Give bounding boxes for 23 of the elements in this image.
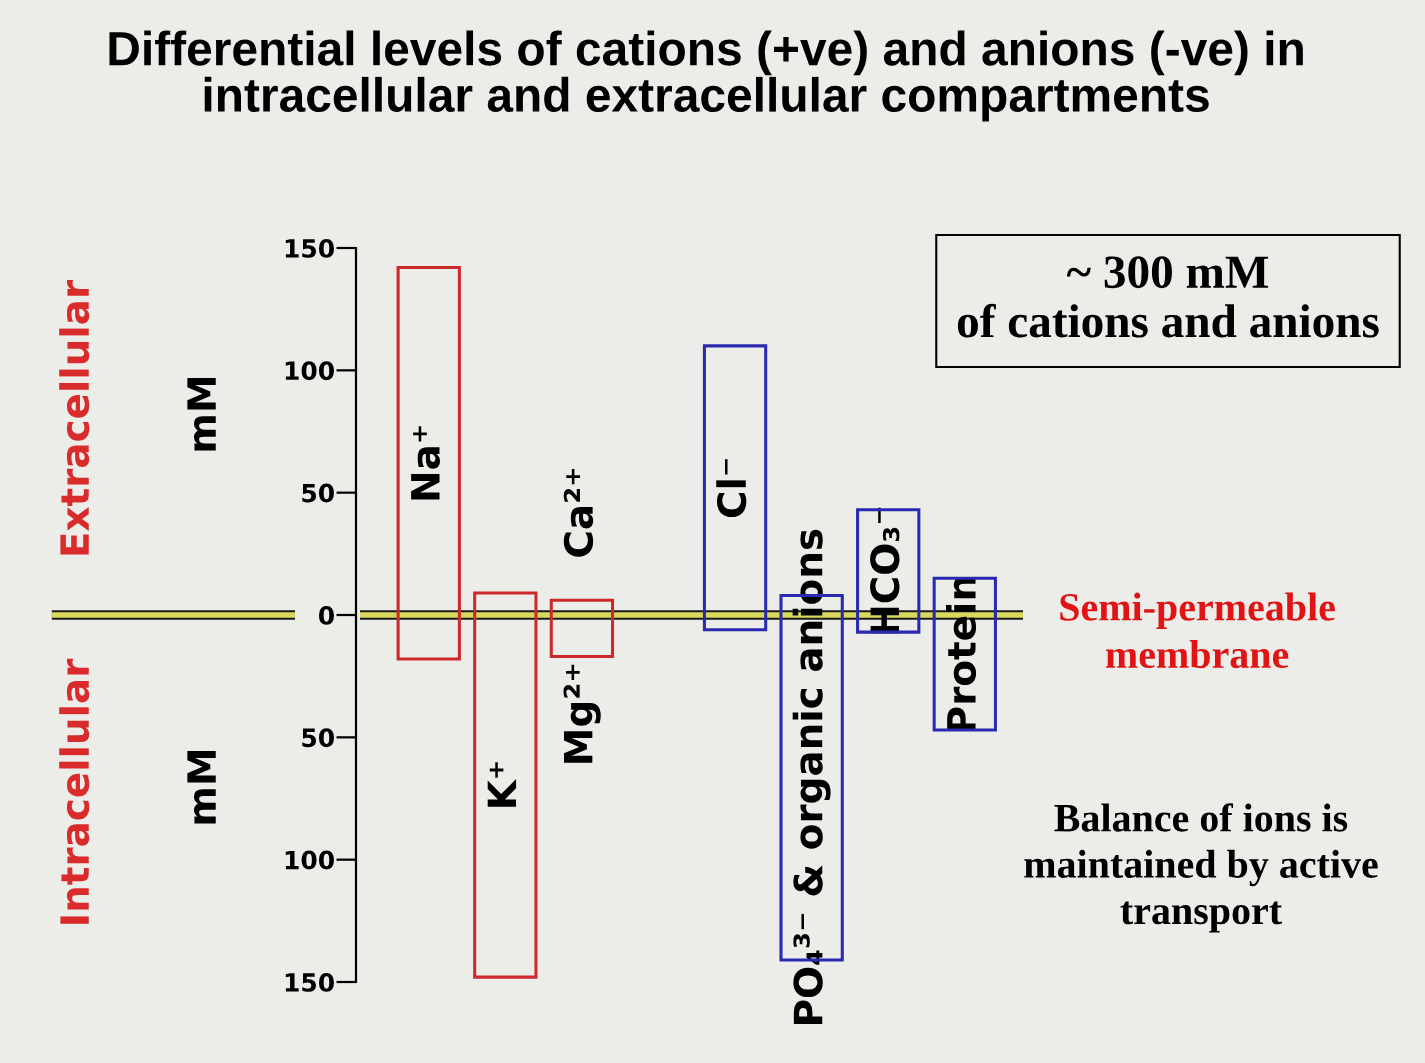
y-tick-label: 50 — [302, 483, 334, 503]
x-tick-label: Cl⁻ — [716, 459, 747, 518]
x-tick-label: Protein — [945, 577, 977, 731]
x-tick-label: Na⁺ — [411, 426, 441, 500]
x-tick-label: HCO₃⁻ — [870, 507, 900, 634]
text: Intracellular — [59, 658, 90, 924]
y-tick-label: 100 — [285, 850, 334, 870]
x-tick-label: PO₄³⁻ & organic anions — [792, 529, 831, 1024]
text: mM — [187, 750, 216, 824]
text: mM — [187, 377, 216, 451]
x-tick-label: Ca²⁺ — [563, 468, 594, 557]
ref-line-label: Semi-permeable membrane — [1060, 592, 1335, 669]
annotation: Mg²⁺ — [563, 664, 601, 763]
text: Extracellular — [59, 280, 90, 555]
text: Balance of ions is maintained by active transport — [1024, 803, 1378, 933]
y-tick-label: 50 — [302, 728, 334, 748]
y-tick-label: 150 — [285, 972, 334, 992]
y-tick-label: 150 — [285, 238, 334, 258]
x-tick-label: K⁺ — [487, 762, 517, 807]
y-tick-label: 100 — [285, 361, 334, 381]
y-tick-label: 0 — [318, 605, 334, 625]
chart-title: Differential levels of cations (+ve) and anions (-ve) in intracellular and extracellular compartments — [109, 30, 1303, 122]
annotation: ~ 300 mM of cations and anions — [957, 256, 1379, 338]
